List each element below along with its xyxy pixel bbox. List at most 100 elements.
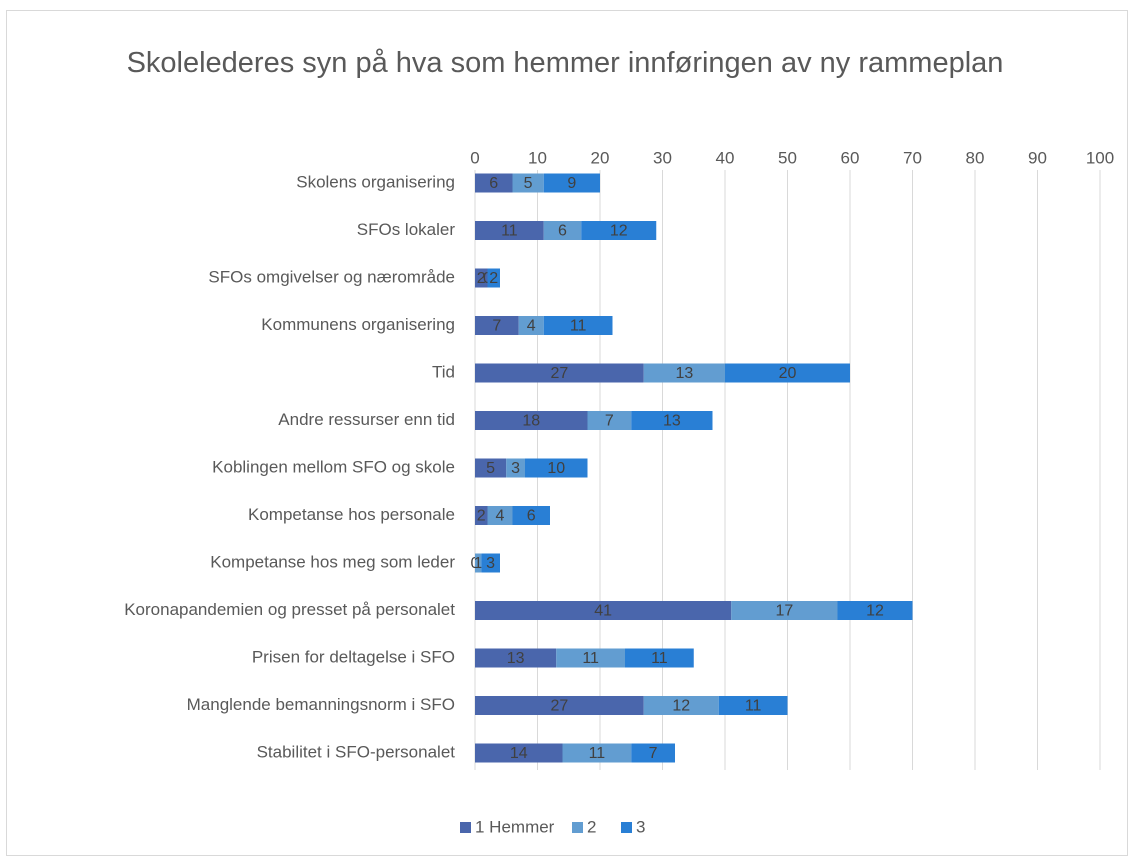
bar-segment bbox=[475, 506, 488, 525]
bar-segment bbox=[631, 411, 713, 430]
chart-title: Skolelederes syn på hva som hemmer innfø… bbox=[126, 47, 1004, 79]
data-label: 11 bbox=[745, 698, 762, 715]
chart-frame bbox=[6, 10, 1128, 856]
bar-segment bbox=[512, 173, 544, 193]
data-label: 17 bbox=[775, 603, 793, 620]
bar-segment bbox=[837, 601, 913, 620]
bar-segment bbox=[718, 696, 788, 715]
bar-segment bbox=[543, 221, 582, 240]
legend-label: 2 bbox=[587, 817, 596, 836]
x-tick-label: 40 bbox=[716, 148, 735, 167]
bar-segment bbox=[475, 743, 563, 763]
data-label: 11 bbox=[589, 745, 606, 762]
data-label: 20 bbox=[779, 365, 797, 382]
data-label: 2 bbox=[489, 270, 498, 287]
y-tick-label: Stabilitet i SFO-personalet bbox=[257, 742, 456, 761]
bar-segment bbox=[475, 553, 482, 573]
bar-segment bbox=[731, 601, 838, 620]
legend-label: 1 Hemmer bbox=[475, 817, 555, 836]
bar-segment bbox=[518, 316, 544, 335]
data-label: 5 bbox=[524, 175, 533, 192]
bar-segment bbox=[525, 458, 588, 478]
bar-segment bbox=[631, 743, 675, 763]
y-tick-label: Tid bbox=[432, 362, 455, 381]
bar-segment bbox=[475, 316, 519, 335]
data-label: 7 bbox=[649, 745, 658, 762]
data-label: 13 bbox=[507, 650, 525, 667]
bar-segment bbox=[475, 601, 732, 620]
data-label: 13 bbox=[663, 413, 681, 430]
x-tick-label: 30 bbox=[653, 148, 672, 167]
x-tick-label: 70 bbox=[903, 148, 922, 167]
bar-segment bbox=[543, 173, 600, 193]
data-label: 12 bbox=[866, 603, 884, 620]
x-tick-label: 0 bbox=[470, 148, 479, 167]
bar-segment bbox=[506, 458, 525, 478]
data-label: 2 bbox=[477, 270, 486, 287]
bar-segment bbox=[475, 648, 557, 668]
y-tick-label: Skolens organisering bbox=[296, 172, 455, 191]
bar-segment bbox=[587, 411, 632, 430]
y-tick-label: Kompetanse hos meg som leder bbox=[210, 552, 455, 571]
x-tick-label: 100 bbox=[1086, 148, 1114, 167]
data-label: 11 bbox=[651, 650, 668, 667]
y-tick-label: Manglende bemanningsnorm i SFO bbox=[187, 695, 455, 714]
bar-segment bbox=[562, 743, 632, 763]
bar-segment bbox=[475, 696, 644, 715]
data-label: 4 bbox=[496, 508, 505, 525]
bar-segment bbox=[643, 696, 719, 715]
y-tick-label: SFOs lokaler bbox=[357, 220, 456, 239]
data-label: 2 bbox=[477, 508, 486, 525]
data-label: 7 bbox=[492, 318, 501, 335]
data-label: 12 bbox=[672, 698, 690, 715]
data-label: 14 bbox=[510, 745, 528, 762]
y-tick-label: SFOs omgivelser og nærområde bbox=[208, 267, 455, 286]
bar-segment bbox=[725, 363, 850, 383]
x-tick-label: 60 bbox=[841, 148, 860, 167]
y-tick-label: Kommunens organisering bbox=[261, 315, 455, 334]
y-tick-label: Koronapandemien og presset på personalet bbox=[124, 600, 455, 619]
legend-swatch bbox=[572, 822, 583, 833]
y-tick-label: Andre ressurser enn tid bbox=[278, 410, 455, 429]
bar-segment bbox=[475, 173, 513, 193]
bar-segment bbox=[487, 506, 513, 525]
bar-segment bbox=[556, 648, 625, 668]
data-label: 9 bbox=[567, 175, 576, 192]
data-label: 12 bbox=[610, 223, 628, 240]
bar-segment bbox=[475, 458, 507, 478]
x-tick-label: 50 bbox=[778, 148, 797, 167]
bar-segment bbox=[487, 268, 500, 288]
bar-segment bbox=[512, 506, 550, 525]
x-tick-label: 10 bbox=[528, 148, 547, 167]
data-label: 1 bbox=[474, 555, 483, 572]
bar-segment bbox=[481, 553, 500, 573]
bar-segment bbox=[581, 221, 657, 240]
data-label: 11 bbox=[570, 318, 587, 335]
data-label: 27 bbox=[550, 365, 568, 382]
data-label: 6 bbox=[558, 223, 567, 240]
data-label: 10 bbox=[547, 460, 565, 477]
bar-segment bbox=[543, 316, 613, 335]
data-label: 4 bbox=[527, 318, 536, 335]
legend-swatch bbox=[621, 822, 632, 833]
legend-label: 3 bbox=[636, 817, 645, 836]
data-label: 18 bbox=[522, 413, 540, 430]
data-label: 6 bbox=[489, 175, 498, 192]
y-tick-label: Koblingen mellom SFO og skole bbox=[212, 457, 455, 476]
bar-segment bbox=[643, 363, 725, 383]
data-label: 27 bbox=[550, 698, 568, 715]
x-tick-label: 90 bbox=[1028, 148, 1047, 167]
data-label: 13 bbox=[675, 365, 693, 382]
data-label: 41 bbox=[594, 603, 612, 620]
data-label: 7 bbox=[605, 413, 614, 430]
bar-segment bbox=[475, 268, 488, 288]
bar-segment bbox=[475, 411, 588, 430]
data-label: 3 bbox=[486, 555, 495, 572]
y-tick-label: Prisen for deltagelse i SFO bbox=[252, 647, 455, 666]
data-label: 6 bbox=[527, 508, 536, 525]
data-label: 11 bbox=[501, 223, 518, 240]
x-tick-label: 20 bbox=[591, 148, 610, 167]
data-label: 3 bbox=[511, 460, 520, 477]
